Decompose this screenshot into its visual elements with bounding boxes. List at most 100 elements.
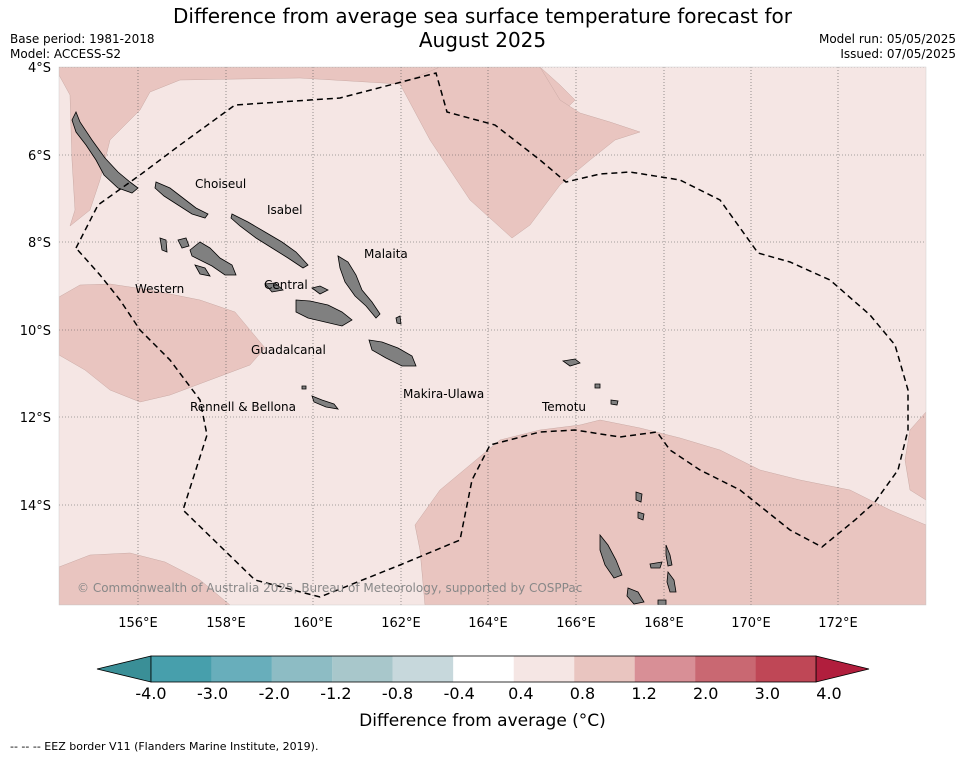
label-choiseul: Choiseul (195, 177, 246, 191)
colorbar: -4.0 -3.0 -2.0 -1.2 -0.8 -0.4 0.4 0.8 1.2 2.0 3.0 4… (96, 655, 870, 703)
lon-label-162e: 162°E (381, 616, 421, 631)
colorbar-tick-label: -0.4 (444, 684, 475, 703)
colorbar-tick-label: -1.2 (320, 684, 351, 703)
island-rennell (311, 395, 339, 410)
island-guadalcanal (295, 299, 353, 327)
meta-right: Model run: 05/05/2025 Issued: 07/05/2025 (819, 32, 956, 62)
lat-label-6s: 6°S (28, 149, 51, 164)
lon-label-164e: 164°E (468, 616, 508, 631)
island-vanuatu-north (599, 533, 623, 579)
island-bellona (301, 385, 307, 390)
colorbar-tick-label: 3.0 (755, 684, 780, 703)
anomaly-region-southwest (59, 552, 231, 605)
label-isabel: Isabel (267, 203, 302, 217)
colorbar-segment (755, 656, 816, 682)
colorbar-label: Difference from average (°C) (359, 711, 606, 731)
model-name: Model: ACCESS-S2 (10, 47, 122, 61)
island-malaita (337, 255, 381, 319)
island-vella (177, 237, 190, 249)
title-line-2: August 2025 (418, 28, 547, 52)
colorbar-tick-label: -4.0 (135, 684, 166, 703)
anomaly-region-west (59, 283, 266, 403)
colorbar-tick-label: -0.8 (382, 684, 413, 703)
lat-label-4s: 4°S (28, 61, 51, 76)
island-torres (635, 491, 643, 503)
colorbar-tick-label: -3.0 (197, 684, 228, 703)
map-area: Choiseul Isabel Malaita Western Central … (59, 67, 926, 605)
island-new-georgia (189, 241, 237, 276)
colorbar-segment (211, 656, 272, 682)
anomaly-region-south (414, 419, 926, 605)
colorbar-segment (695, 656, 756, 682)
island-south-malaita (395, 315, 402, 325)
colorbar-segment (332, 656, 393, 682)
map-title: Difference from average sea surface temp… (0, 4, 965, 52)
eez-footnote: -- -- -- EEZ border V11 (Flanders Marine… (10, 740, 319, 753)
model-run: Model run: 05/05/2025 (818, 32, 956, 46)
lon-label-170e: 170°E (731, 616, 771, 631)
issued-date: Issued: 07/05/2025 (840, 47, 956, 61)
map-frame (58, 66, 927, 606)
colorbar-segment (271, 656, 333, 682)
island-ndeni (561, 358, 581, 367)
island-vanikoro (610, 399, 619, 406)
latitude-labels: 4°S 6°S 8°S 10°S 12°S 14°S (20, 61, 51, 514)
island-vanuatu-epi (657, 599, 667, 605)
island-vanuatu-ambae (649, 561, 663, 569)
colorbar-segment (634, 656, 696, 682)
longitude-labels: 156°E 158°E 160°E 162°E 164°E 166°E 168°… (118, 616, 858, 631)
colorbar-segment (151, 656, 212, 682)
lat-label-10s: 10°S (20, 324, 51, 339)
anomaly-region-north-tongue (399, 67, 641, 239)
colorbar-under-arrow (96, 655, 152, 683)
colorbar-segment (453, 656, 514, 682)
label-central: Central (264, 278, 308, 292)
eez-border (75, 72, 909, 598)
lon-label-166e: 166°E (556, 616, 596, 631)
lon-label-158e: 158°E (206, 616, 246, 631)
island-rendova (194, 264, 211, 277)
island-ranongga (159, 237, 168, 253)
province-labels: Choiseul Isabel Malaita Western Central … (135, 177, 586, 414)
island-russell (311, 285, 329, 295)
island-isabel (230, 213, 309, 269)
label-rennell-bellona: Rennell & Bellona (190, 400, 296, 414)
island-utupua (594, 383, 601, 389)
colorbar-tick-label: 0.4 (508, 684, 533, 703)
colorbar-segment (513, 656, 575, 682)
label-western: Western (135, 282, 184, 296)
anomaly-region-east (904, 411, 926, 501)
island-bougainville (71, 111, 139, 194)
lon-label-172e: 172°E (818, 616, 858, 631)
base-period: Base period: 1981-2018 (10, 32, 155, 46)
meta-left: Base period: 1981-2018 Model: ACCESS-S2 (10, 32, 155, 62)
island-choiseul (154, 181, 209, 219)
lon-label-160e: 160°E (293, 616, 333, 631)
colorbar-tick-label: -2.0 (259, 684, 290, 703)
island-banks (637, 511, 645, 521)
label-makira-ulawa: Makira-Ulawa (403, 387, 484, 401)
label-malaita: Malaita (364, 247, 408, 261)
lon-label-168e: 168°E (644, 616, 684, 631)
label-temotu: Temotu (541, 400, 586, 414)
island-vanuatu-malekula (626, 587, 645, 605)
islands (71, 111, 677, 605)
island-florida (264, 282, 284, 293)
island-vanuatu-maewo (665, 544, 673, 567)
colorbar-frame (150, 655, 817, 683)
lat-label-12s: 12°S (20, 411, 51, 426)
label-guadalcanal: Guadalcanal (251, 343, 326, 357)
lat-label-8s: 8°S (28, 236, 51, 251)
colorbar-tick-label: 4.0 (816, 684, 841, 703)
colorbar-tick-label: 1.2 (631, 684, 656, 703)
island-vanuatu-pentecost (666, 570, 677, 593)
island-makira (368, 339, 417, 367)
colorbar-over-arrow (815, 655, 870, 683)
lon-label-156e: 156°E (118, 616, 158, 631)
colorbar-segment (574, 656, 635, 682)
lat-label-14s: 14°S (20, 499, 51, 514)
colorbar-tick-label: 0.8 (570, 684, 595, 703)
colorbar-segment (392, 656, 454, 682)
colorbar-tick-label: 2.0 (693, 684, 718, 703)
